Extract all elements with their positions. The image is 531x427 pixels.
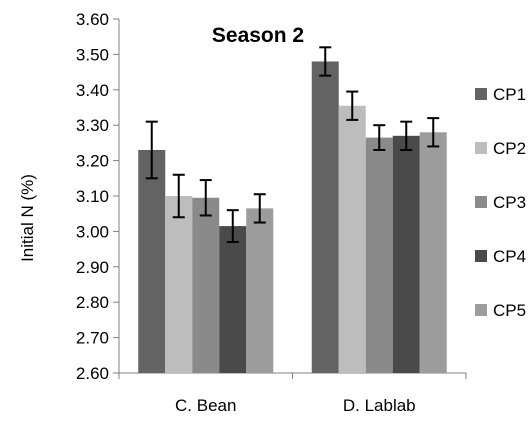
y-tick-label: 3.50 xyxy=(76,45,109,64)
bar-cp1 xyxy=(311,61,339,373)
legend-label-cp5: CP5 xyxy=(493,301,526,320)
y-tick-label: 2.90 xyxy=(76,258,109,277)
x-category-label: D. Lablab xyxy=(343,396,416,415)
y-tick-label: 2.70 xyxy=(76,329,109,348)
legend-swatch-cp1 xyxy=(475,88,487,100)
legend-swatch-cp4 xyxy=(475,250,487,262)
y-tick-label: 3.10 xyxy=(76,187,109,206)
y-tick-label: 2.80 xyxy=(76,293,109,312)
y-tick-label: 2.60 xyxy=(76,364,109,383)
legend-label-cp3: CP3 xyxy=(493,193,526,212)
bar-cp4 xyxy=(392,135,420,373)
bar-cp2 xyxy=(338,105,366,373)
plot-area: 2.60 2.70 2.80 2.90 3.00 3.10 3.20 3.30 3.40 3.50… xyxy=(76,10,467,415)
legend-swatch-cp5 xyxy=(475,304,487,316)
y-tick-label: 3.30 xyxy=(76,116,109,135)
legend-swatch-cp3 xyxy=(475,196,487,208)
bar-cp5 xyxy=(419,132,447,373)
y-tick-label: 3.20 xyxy=(76,152,109,171)
bar-cp2 xyxy=(165,196,193,373)
legend-label-cp2: CP2 xyxy=(493,139,526,158)
bar-cp4 xyxy=(219,226,247,373)
x-category-label: C. Bean xyxy=(175,396,236,415)
legend: CP1 CP2 CP3 CP4 CP5 xyxy=(475,85,526,320)
chart-title: Season 2 xyxy=(212,24,304,47)
y-tick-label: 3.00 xyxy=(76,222,109,241)
legend-label-cp4: CP4 xyxy=(493,247,526,266)
y-axis-label: Initial N (%) xyxy=(18,174,37,262)
bar-cp3 xyxy=(365,137,393,373)
bar-cp1 xyxy=(138,149,166,373)
bar-cp5 xyxy=(246,208,274,373)
y-tick-label: 3.60 xyxy=(76,10,109,29)
y-tick-label: 3.40 xyxy=(76,81,109,100)
bar-cp3 xyxy=(192,197,220,373)
legend-swatch-cp2 xyxy=(475,142,487,154)
legend-label-cp1: CP1 xyxy=(493,85,526,104)
